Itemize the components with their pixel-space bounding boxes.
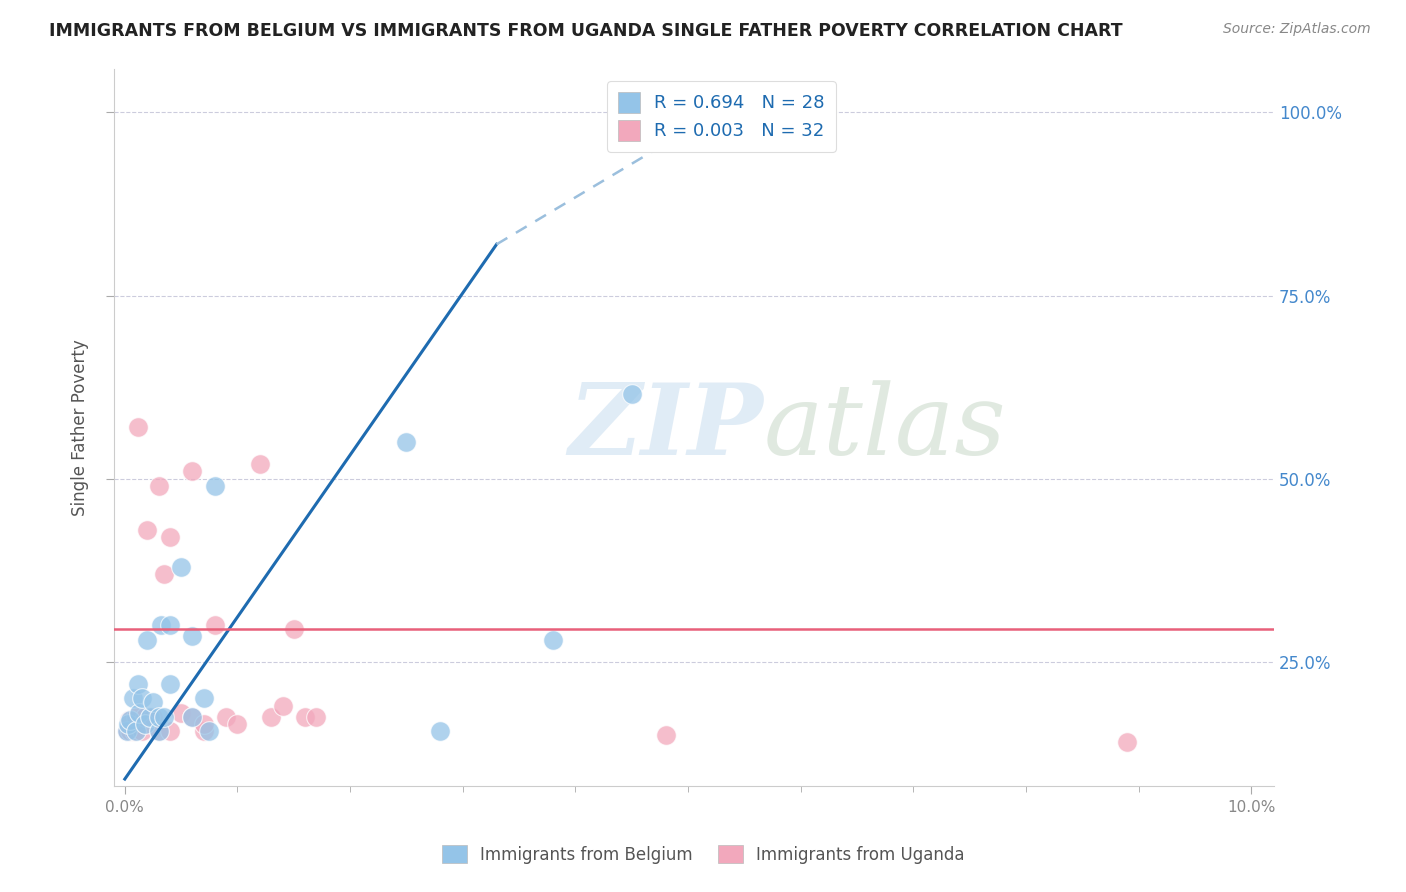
Point [142, 695, 165, 709]
Point [181, 710, 204, 724]
Point [134, 717, 156, 731]
Point [170, 559, 193, 574]
Point [125, 710, 148, 724]
Text: IMMIGRANTS FROM BELGIUM VS IMMIGRANTS FROM UGANDA SINGLE FATHER POVERTY CORRELAT: IMMIGRANTS FROM BELGIUM VS IMMIGRANTS FR… [49, 22, 1123, 40]
Point [148, 724, 170, 739]
Point [429, 724, 451, 739]
Point [142, 710, 165, 724]
Point [159, 724, 181, 739]
Point [136, 632, 159, 647]
Point [271, 698, 294, 713]
Point [215, 710, 238, 724]
Point [654, 728, 676, 742]
Point [148, 710, 170, 724]
Point [120, 724, 142, 739]
Point [153, 566, 176, 581]
Point [193, 724, 215, 739]
Point [134, 710, 156, 724]
Point [159, 530, 181, 544]
Point [159, 618, 181, 632]
Point [138, 710, 160, 724]
Point [122, 724, 145, 739]
Point [181, 710, 204, 724]
Point [131, 724, 153, 739]
Point [181, 464, 204, 478]
Point [153, 710, 176, 724]
Point [120, 714, 142, 728]
Point [181, 629, 204, 643]
Point [118, 714, 141, 728]
Point [193, 691, 215, 706]
Point [260, 710, 283, 724]
Point [170, 706, 193, 720]
Legend: Immigrants from Belgium, Immigrants from Uganda: Immigrants from Belgium, Immigrants from… [434, 838, 972, 871]
Point [148, 724, 170, 739]
Point [305, 710, 328, 724]
Point [204, 618, 226, 632]
Point [131, 691, 153, 706]
Point [193, 717, 215, 731]
Point [115, 724, 138, 739]
Point [115, 724, 138, 739]
Text: Source: ZipAtlas.com: Source: ZipAtlas.com [1223, 22, 1371, 37]
Point [148, 479, 170, 493]
Point [159, 677, 181, 691]
Point [121, 691, 143, 706]
Point [1116, 735, 1139, 749]
Point [249, 457, 271, 471]
Point [125, 724, 148, 739]
Point [138, 710, 160, 724]
Point [117, 717, 139, 731]
Point [127, 420, 149, 434]
Point [127, 677, 149, 691]
Point [128, 706, 150, 720]
Point [226, 717, 249, 731]
Point [283, 622, 305, 636]
Point [620, 387, 643, 401]
Legend: R = 0.694   N = 28, R = 0.003   N = 32: R = 0.694 N = 28, R = 0.003 N = 32 [607, 81, 835, 152]
Point [204, 479, 226, 493]
Point [294, 710, 316, 724]
Point [395, 435, 418, 450]
Y-axis label: Single Father Poverty: Single Father Poverty [72, 339, 89, 516]
Point [541, 632, 564, 647]
Point [149, 618, 172, 632]
Point [198, 724, 221, 739]
Text: ZIP: ZIP [568, 379, 763, 475]
Point [136, 523, 159, 537]
Text: atlas: atlas [763, 380, 1007, 475]
